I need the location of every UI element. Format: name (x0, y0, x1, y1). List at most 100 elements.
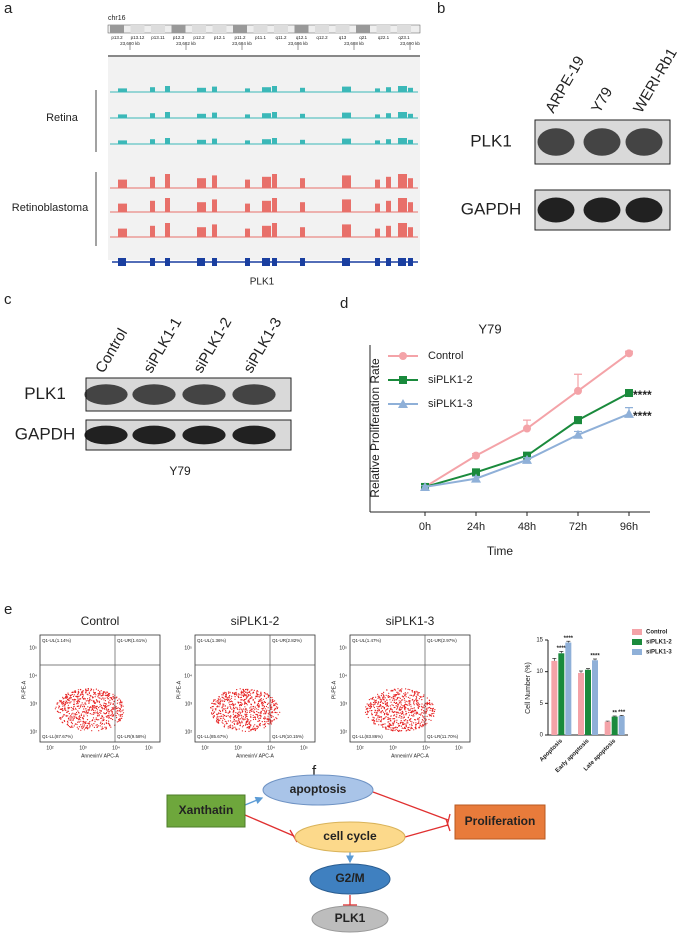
coverage (398, 86, 407, 92)
event (236, 707, 238, 709)
event (76, 696, 78, 698)
event (412, 695, 414, 697)
event (415, 699, 417, 701)
event (259, 717, 262, 719)
band-label: p13.11 (151, 35, 165, 40)
event (415, 719, 417, 721)
event (242, 725, 244, 727)
event (398, 723, 400, 725)
event (371, 709, 373, 712)
event (391, 704, 393, 706)
event (71, 713, 73, 715)
event (98, 714, 100, 716)
event (216, 720, 218, 722)
event (71, 693, 73, 696)
event (87, 728, 89, 730)
event (257, 696, 259, 698)
event (378, 708, 380, 710)
event (383, 695, 385, 697)
event (227, 725, 229, 727)
event (388, 723, 390, 725)
event (276, 718, 278, 720)
coverage (375, 228, 380, 237)
coverage (375, 203, 380, 212)
coverage (408, 227, 413, 237)
event (222, 709, 224, 711)
event (245, 713, 247, 715)
exon (386, 258, 391, 266)
event (249, 709, 251, 712)
coverage (118, 228, 127, 237)
event (77, 693, 79, 695)
event (73, 725, 75, 727)
event (407, 688, 409, 691)
event (66, 720, 69, 723)
event (80, 704, 82, 706)
x-tick-label: 48h (518, 521, 536, 533)
event (246, 709, 248, 711)
x-tick-label: 10⁴ (112, 745, 120, 751)
event (67, 702, 69, 704)
event (236, 720, 238, 722)
event (431, 702, 433, 705)
event (395, 699, 397, 701)
event (277, 706, 279, 708)
event (414, 693, 416, 695)
event (67, 704, 69, 706)
event (390, 729, 392, 731)
event (395, 728, 397, 731)
event (387, 705, 389, 707)
event (225, 723, 227, 725)
event (412, 708, 414, 710)
event (92, 700, 95, 702)
event (218, 722, 220, 724)
coverage (118, 114, 127, 118)
y-tick-label: 15 (536, 638, 543, 644)
event (122, 712, 125, 714)
event (254, 706, 256, 708)
event (116, 721, 118, 723)
event (245, 698, 248, 700)
event (397, 711, 399, 714)
event (215, 709, 217, 711)
event (395, 705, 397, 707)
event (385, 728, 387, 730)
event (73, 705, 75, 708)
event (369, 710, 371, 712)
event (422, 723, 424, 726)
event (407, 716, 409, 718)
band-label: p11.1 (255, 35, 266, 40)
event (80, 729, 82, 731)
event (101, 715, 103, 717)
y-tick-label: 10⁴ (184, 673, 192, 679)
bar (585, 669, 591, 735)
band (132, 384, 176, 405)
event (257, 705, 259, 707)
event (255, 727, 257, 729)
event (89, 726, 91, 728)
event (214, 699, 216, 701)
event (225, 699, 227, 701)
event (406, 712, 408, 715)
event (366, 710, 368, 712)
x-tick-label: 24h (467, 521, 485, 533)
event (118, 710, 120, 712)
event (400, 720, 402, 722)
event (234, 698, 236, 700)
event (410, 707, 412, 710)
event (404, 708, 406, 710)
event (263, 706, 265, 708)
event (244, 695, 246, 697)
event (394, 727, 396, 729)
event (223, 700, 225, 702)
event (219, 716, 221, 718)
event (101, 726, 103, 728)
event (374, 703, 376, 705)
significance: *** (618, 710, 626, 716)
event (69, 698, 71, 700)
event (79, 715, 81, 717)
coverage (386, 176, 391, 188)
coverage (197, 202, 206, 212)
event (104, 708, 106, 710)
event (383, 723, 385, 725)
